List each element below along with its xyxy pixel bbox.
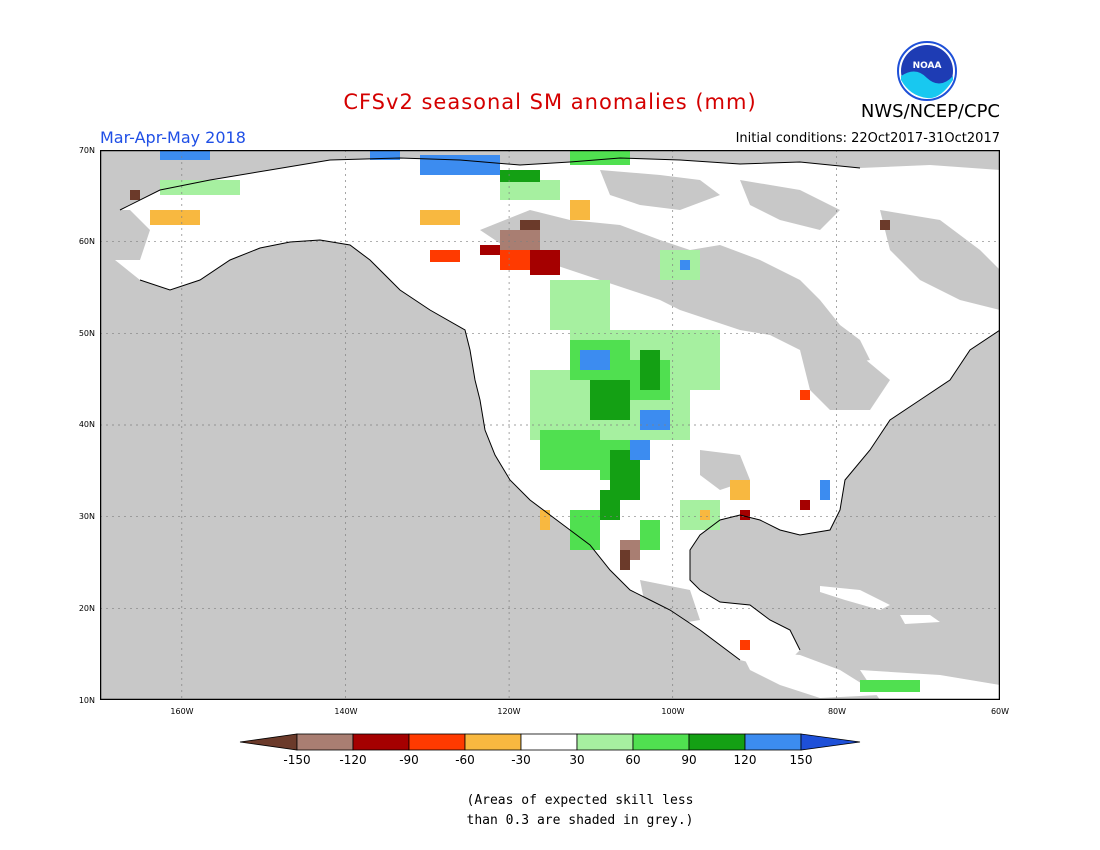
- colorbar-bin: [688, 733, 746, 751]
- lon-label: 160W: [170, 707, 193, 716]
- colorbar-bin: [520, 733, 578, 751]
- colorbar-arrow-low: [239, 733, 298, 751]
- colorbar-label: -90: [399, 753, 419, 767]
- colorbar-label: 60: [625, 753, 640, 767]
- lat-label: 20N: [79, 604, 95, 613]
- agency-label: NWS/NCEP/CPC: [860, 101, 1000, 122]
- lat-label: 30N: [79, 512, 95, 521]
- initial-conditions-label: Initial conditions: 22Oct2017-31Oct2017: [735, 131, 1000, 146]
- lon-label: 60W: [991, 707, 1009, 716]
- lat-label: 70N: [79, 146, 95, 155]
- lon-label: 120W: [497, 707, 520, 716]
- colorbar-label: -60: [455, 753, 475, 767]
- axis-labels: 70N 60N 50N 40N 30N 20N 10N 160W 140W 12…: [79, 146, 1009, 716]
- season-label: Mar-Apr-May 2018: [100, 128, 246, 147]
- noaa-logo-text: NOAA: [913, 61, 942, 71]
- lon-label: 140W: [334, 707, 357, 716]
- colorbar-label: -30: [511, 753, 531, 767]
- chart-title: CFSv2 seasonal SM anomalies (mm): [343, 90, 757, 114]
- colorbar-bin: [576, 733, 634, 751]
- low-skill-areas: [100, 170, 1000, 625]
- lon-label: 100W: [661, 707, 684, 716]
- colorbar-label: -120: [339, 753, 366, 767]
- anomaly-map: [99, 149, 1001, 704]
- colorbar-label: 30: [569, 753, 584, 767]
- colorbar-bin: [744, 733, 802, 751]
- coastline: [119, 157, 1001, 661]
- map-frame: [99, 149, 1001, 701]
- colorbar-bin: [352, 733, 410, 751]
- colorbar-label: 150: [790, 753, 813, 767]
- colorbar-label: 120: [734, 753, 757, 767]
- lat-label: 40N: [79, 420, 95, 429]
- lat-label: 50N: [79, 329, 95, 338]
- lat-label: 60N: [79, 237, 95, 246]
- skill-note-line: than 0.3 are shaded in grey.): [466, 813, 694, 828]
- colorbar-bin: [632, 733, 690, 751]
- graticule: [100, 150, 1000, 700]
- skill-note: (Areas of expected skill less than 0.3 a…: [380, 791, 780, 831]
- colorbar-arrow-high: [800, 733, 861, 751]
- colorbar-label: 90: [681, 753, 696, 767]
- skill-note-line: (Areas of expected skill less: [466, 793, 694, 808]
- colorbar: -150 -120 -90 -60 -30 30 60 90 120 150: [230, 730, 870, 774]
- anomaly-cells: [130, 150, 920, 692]
- noaa-logo: NOAA: [896, 40, 958, 106]
- lon-label: 80W: [828, 707, 846, 716]
- colorbar-bin: [408, 733, 466, 751]
- colorbar-bin: [464, 733, 522, 751]
- lat-label: 10N: [79, 696, 95, 705]
- colorbar-bin: [296, 733, 354, 751]
- colorbar-label: -150: [283, 753, 310, 767]
